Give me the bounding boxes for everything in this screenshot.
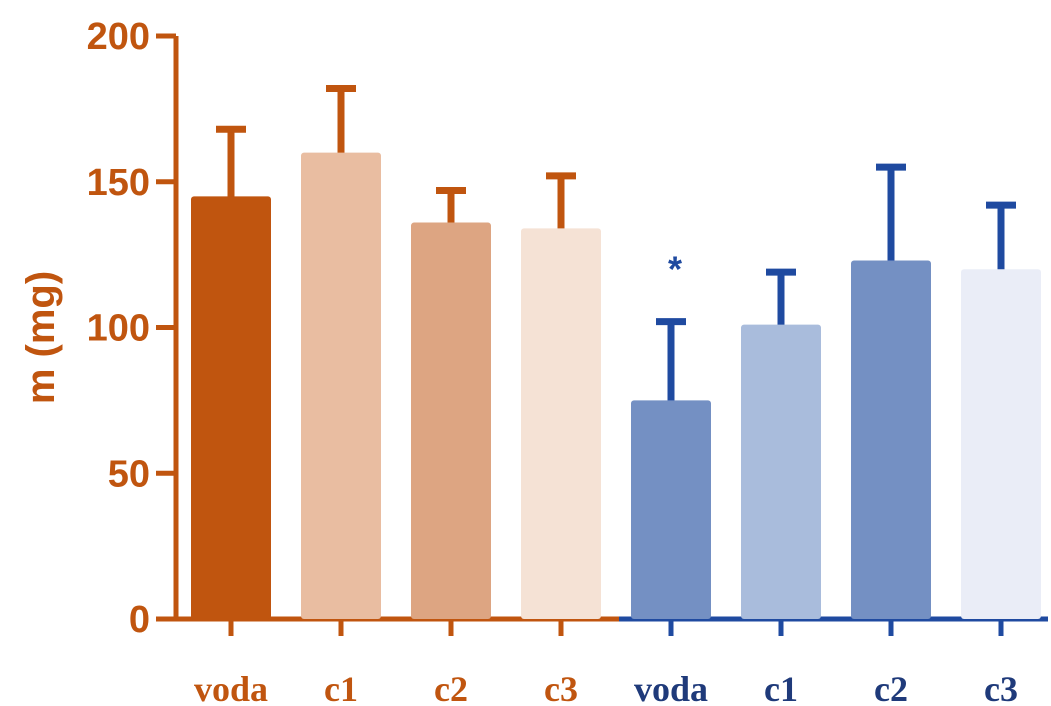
x-tick-label-0: voda xyxy=(194,669,268,706)
x-tick-label-1: c1 xyxy=(324,669,358,706)
significance-annotation-4: * xyxy=(668,249,682,290)
x-tick-label-7: c3 xyxy=(984,669,1018,706)
bar-4 xyxy=(631,400,711,619)
bar-7 xyxy=(961,269,1041,619)
x-tick-label-6: c2 xyxy=(874,669,908,706)
y-tick-label-50: 50 xyxy=(108,453,150,495)
bar-6 xyxy=(851,260,931,619)
y-tick-label-150: 150 xyxy=(87,162,150,204)
y-tick-label-0: 0 xyxy=(129,599,150,641)
bar-1 xyxy=(301,153,381,619)
bar-3 xyxy=(521,228,601,619)
bar-2 xyxy=(411,223,491,619)
y-tick-label-100: 100 xyxy=(87,308,150,350)
bar-5 xyxy=(741,325,821,619)
bar-0 xyxy=(191,196,271,619)
x-tick-label-3: c3 xyxy=(544,669,578,706)
x-tick-label-5: c1 xyxy=(764,669,798,706)
y-axis-label: m (mg) xyxy=(19,271,63,404)
x-tick-label-2: c2 xyxy=(434,669,468,706)
x-tick-label-4: voda xyxy=(634,669,708,706)
y-tick-label-200: 200 xyxy=(87,16,150,58)
